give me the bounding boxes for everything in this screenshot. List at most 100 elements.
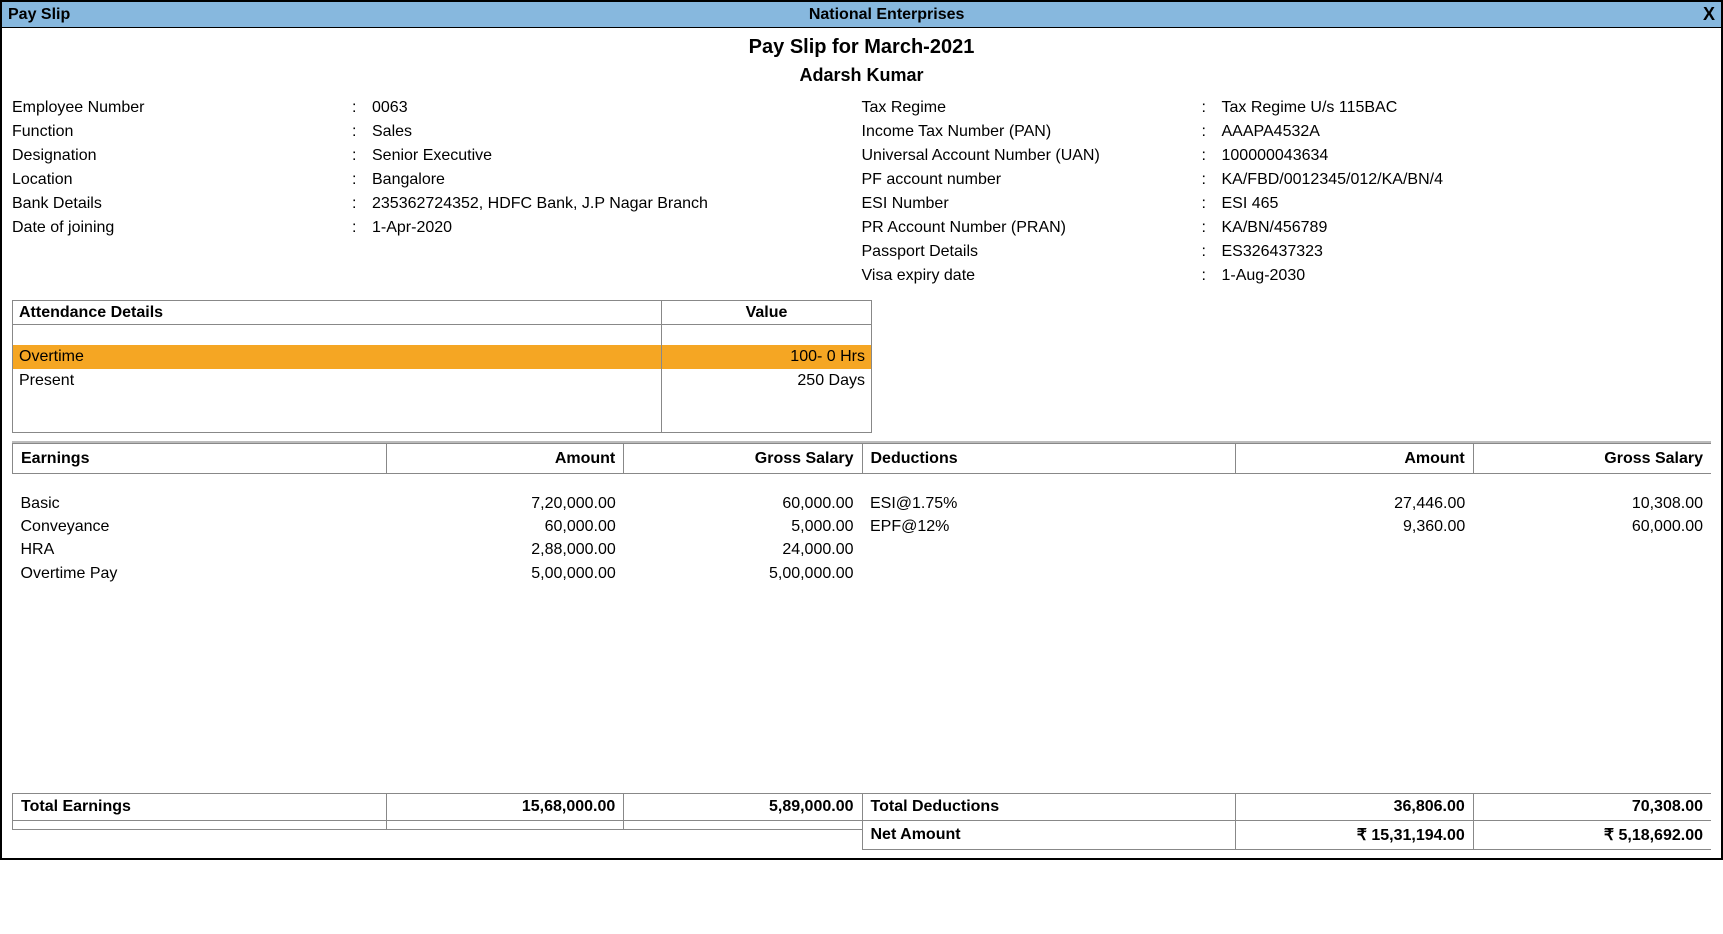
info-label: PF account number xyxy=(862,168,1202,192)
info-label: Designation xyxy=(12,144,352,168)
attendance-value: 250 Days xyxy=(662,369,872,393)
content-area: Pay Slip for March-2021 Adarsh Kumar Emp… xyxy=(2,28,1721,858)
attendance-row: Overtime100- 0 Hrs xyxy=(13,345,872,369)
attendance-value: 100- 0 Hrs xyxy=(662,345,872,369)
net-amount-value: ₹ 15,31,194.00 xyxy=(1236,821,1474,850)
header-block: Pay Slip for March-2021 Adarsh Kumar xyxy=(12,36,1711,86)
attendance-header-value: Value xyxy=(662,301,872,325)
info-value: 0063 xyxy=(372,96,862,120)
total-earnings-amount: 15,68,000.00 xyxy=(386,794,624,821)
total-deductions-amount: 36,806.00 xyxy=(1236,794,1474,821)
titlebar-left-label: Pay Slip xyxy=(8,6,70,24)
info-separator: : xyxy=(1202,192,1222,216)
info-label: Location xyxy=(12,168,352,192)
line-item-name: ESI@1.75% xyxy=(870,492,1228,515)
info-label: Bank Details xyxy=(12,192,352,216)
info-value: ES326437323 xyxy=(1222,240,1712,264)
info-value: KA/FBD/0012345/012/KA/BN/4 xyxy=(1222,168,1712,192)
info-row: Universal Account Number (UAN):100000043… xyxy=(862,144,1712,168)
info-label: PR Account Number (PRAN) xyxy=(862,216,1202,240)
info-value: KA/BN/456789 xyxy=(1222,216,1712,240)
info-separator: : xyxy=(1202,264,1222,288)
info-value: Sales xyxy=(372,120,862,144)
info-row: Function:Sales xyxy=(12,120,862,144)
line-item-gross: 5,00,000.00 xyxy=(632,562,854,585)
info-row: Income Tax Number (PAN):AAAPA4532A xyxy=(862,120,1712,144)
close-icon[interactable]: X xyxy=(1703,4,1715,25)
info-value: Senior Executive xyxy=(372,144,862,168)
line-item-amount: 27,446.00 xyxy=(1244,492,1466,515)
info-separator: : xyxy=(352,192,372,216)
info-row: Designation:Senior Executive xyxy=(12,144,862,168)
line-item-name: Basic xyxy=(21,492,379,515)
earnings-header-gross: Gross Salary xyxy=(624,444,862,474)
line-item-amount: 60,000.00 xyxy=(394,515,616,538)
info-row: Employee Number:0063 xyxy=(12,96,862,120)
earnings-header-name: Earnings xyxy=(13,444,387,474)
line-item-amount: 5,00,000.00 xyxy=(394,562,616,585)
line-item-name: EPF@12% xyxy=(870,515,1228,538)
deductions-header-gross: Gross Salary xyxy=(1473,444,1711,474)
info-label: Passport Details xyxy=(862,240,1202,264)
info-separator: : xyxy=(352,144,372,168)
info-value: 1-Aug-2030 xyxy=(1222,264,1712,288)
earnings-column: Earnings Amount Gross Salary BasicConvey… xyxy=(12,443,862,850)
line-item-amount: 7,20,000.00 xyxy=(394,492,616,515)
attendance-header-label: Attendance Details xyxy=(13,301,662,325)
employee-info-grid: Employee Number:0063Function:SalesDesign… xyxy=(12,96,1711,288)
line-item-amount: 2,88,000.00 xyxy=(394,538,616,561)
titlebar: Pay Slip National Enterprises X xyxy=(2,2,1721,28)
line-item-gross: 60,000.00 xyxy=(1481,515,1703,538)
total-earnings-gross: 5,89,000.00 xyxy=(624,794,862,821)
info-separator: : xyxy=(352,96,372,120)
info-row: PR Account Number (PRAN):KA/BN/456789 xyxy=(862,216,1712,240)
info-col-right: Tax Regime:Tax Regime U/s 115BACIncome T… xyxy=(862,96,1712,288)
info-value: 235362724352, HDFC Bank, J.P Nagar Branc… xyxy=(372,192,862,216)
line-item-name: Conveyance xyxy=(21,515,379,538)
line-item-gross: 5,000.00 xyxy=(632,515,854,538)
earnings-deductions-block: Earnings Amount Gross Salary BasicConvey… xyxy=(12,441,1711,850)
line-item-gross: 24,000.00 xyxy=(632,538,854,561)
titlebar-company-name: National Enterprises xyxy=(70,6,1703,24)
info-label: Income Tax Number (PAN) xyxy=(862,120,1202,144)
info-col-left: Employee Number:0063Function:SalesDesign… xyxy=(12,96,862,288)
info-row: Bank Details:235362724352, HDFC Bank, J.… xyxy=(12,192,862,216)
info-label: Tax Regime xyxy=(862,96,1202,120)
info-separator: : xyxy=(352,216,372,240)
earnings-blank-1 xyxy=(13,821,387,830)
line-item-gross: 10,308.00 xyxy=(1481,492,1703,515)
total-earnings-label: Total Earnings xyxy=(13,794,387,821)
info-row: Visa expiry date:1-Aug-2030 xyxy=(862,264,1712,288)
info-value: Tax Regime U/s 115BAC xyxy=(1222,96,1712,120)
deductions-header-name: Deductions xyxy=(862,444,1236,474)
earnings-blank-3 xyxy=(624,821,862,830)
info-row: Tax Regime:Tax Regime U/s 115BAC xyxy=(862,96,1712,120)
net-amount-label: Net Amount xyxy=(862,821,1236,850)
net-amount-gross: ₹ 5,18,692.00 xyxy=(1473,821,1711,850)
info-value: AAAPA4532A xyxy=(1222,120,1712,144)
total-deductions-label: Total Deductions xyxy=(862,794,1236,821)
line-item-gross: 60,000.00 xyxy=(632,492,854,515)
info-value: ESI 465 xyxy=(1222,192,1712,216)
attendance-row: Present250 Days xyxy=(13,369,872,393)
deductions-header-amount: Amount xyxy=(1236,444,1474,474)
info-row: Location:Bangalore xyxy=(12,168,862,192)
deductions-column: Deductions Amount Gross Salary ESI@1.75%… xyxy=(862,443,1712,850)
line-item-name: Overtime Pay xyxy=(21,562,379,585)
info-label: Universal Account Number (UAN) xyxy=(862,144,1202,168)
info-separator: : xyxy=(1202,144,1222,168)
earnings-blank-2 xyxy=(386,821,624,830)
line-item-name: HRA xyxy=(21,538,379,561)
attendance-label: Present xyxy=(13,369,662,393)
info-row: PF account number:KA/FBD/0012345/012/KA/… xyxy=(862,168,1712,192)
pay-slip-window: Pay Slip National Enterprises X Pay Slip… xyxy=(0,0,1723,860)
earnings-header-amount: Amount xyxy=(386,444,624,474)
info-separator: : xyxy=(352,120,372,144)
total-deductions-gross: 70,308.00 xyxy=(1473,794,1711,821)
info-label: Employee Number xyxy=(12,96,352,120)
info-label: Function xyxy=(12,120,352,144)
info-separator: : xyxy=(1202,240,1222,264)
info-separator: : xyxy=(1202,216,1222,240)
info-separator: : xyxy=(352,168,372,192)
line-item-amount: 9,360.00 xyxy=(1244,515,1466,538)
